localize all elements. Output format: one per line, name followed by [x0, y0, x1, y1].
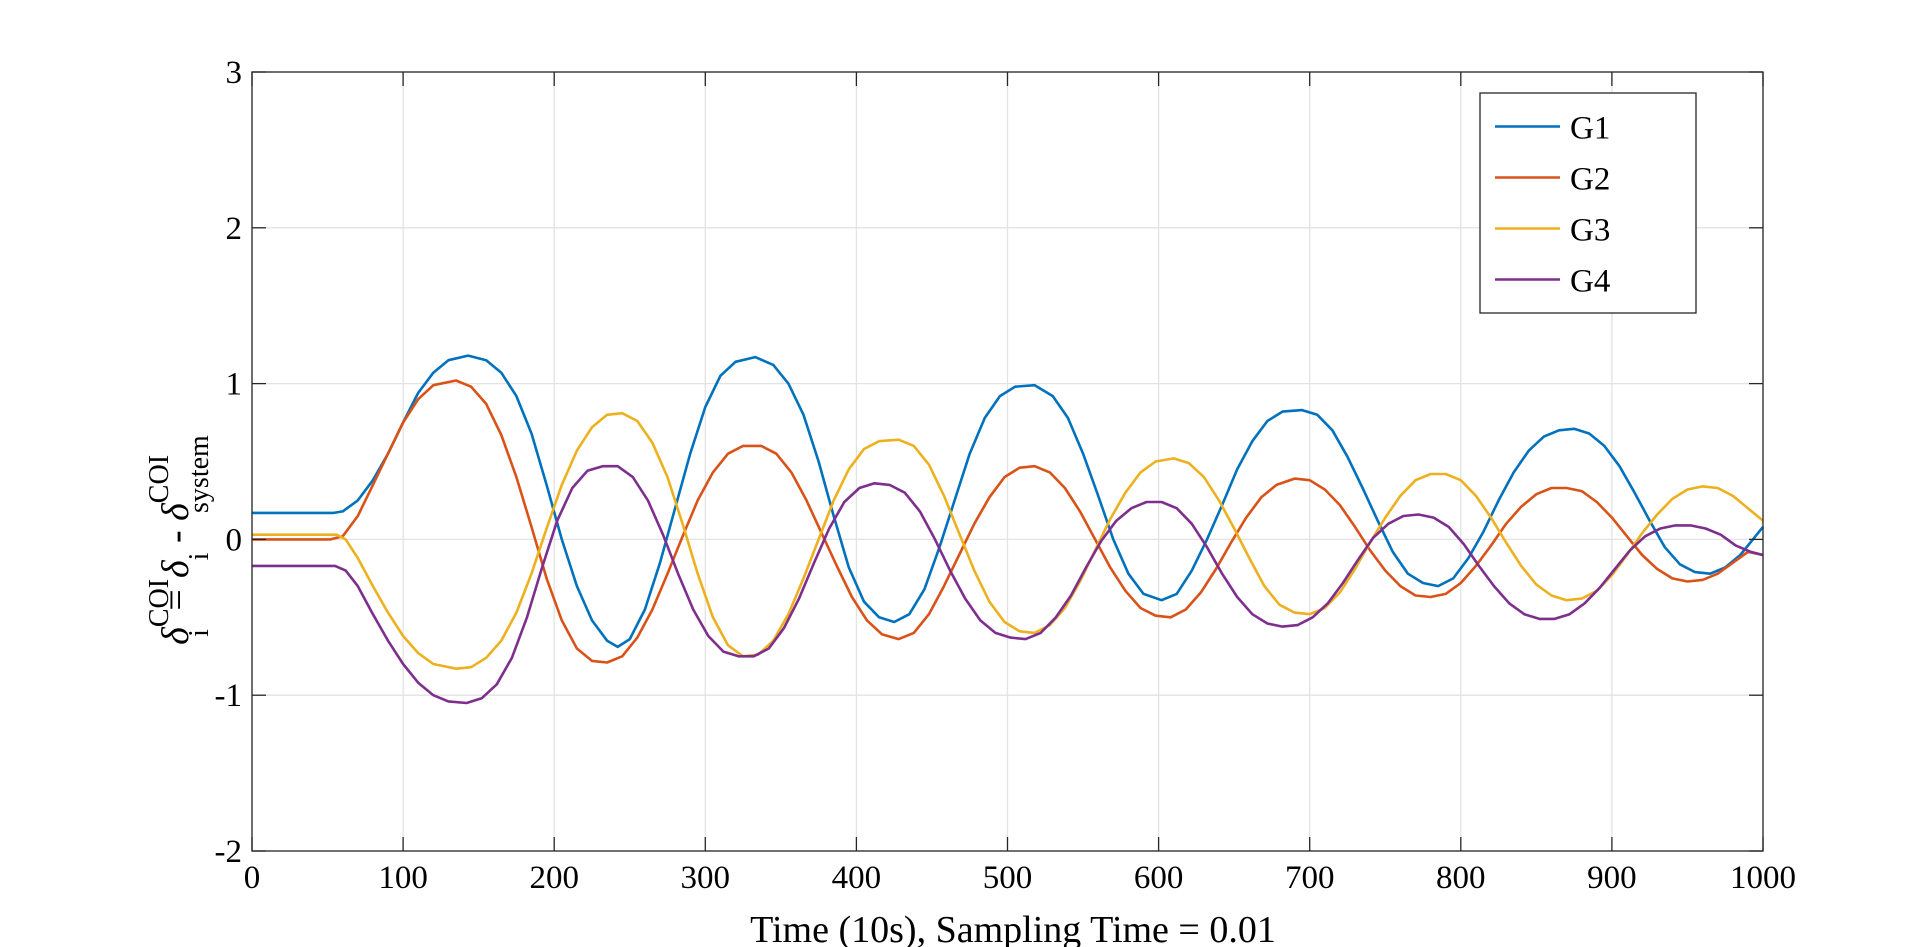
y-tick-label: -2	[215, 834, 243, 870]
x-tick-label: 1000	[1730, 860, 1796, 896]
legend-label-g3: G3	[1570, 213, 1610, 249]
x-tick-label: 600	[1134, 860, 1184, 896]
ylabel-sup-1: COI	[144, 579, 175, 627]
series-line-g2	[252, 379, 1764, 664]
ylabel-eq-delta: = δ	[155, 559, 197, 613]
legend: G1 G2 G3 G4	[1479, 92, 1697, 314]
x-tick-label: 0	[244, 860, 261, 896]
series-line-g4	[252, 464, 1764, 705]
y-axis-label: δCOIi= δi - δCOI system	[144, 435, 215, 645]
legend-label-g1: G1	[1570, 111, 1610, 147]
y-axis-label-text: δCOIi= δi - δCOI system	[144, 435, 215, 645]
y-tick-label: 3	[226, 55, 243, 91]
legend-label-g2: G2	[1570, 162, 1610, 198]
ylabel-sub-3: system	[184, 435, 215, 513]
series-line-g1	[252, 354, 1765, 649]
x-tick-label: 700	[1285, 860, 1335, 896]
ylabel-sup-2: COI	[144, 455, 175, 503]
x-tick-label: 500	[983, 860, 1033, 896]
x-tick-label: 900	[1587, 860, 1637, 896]
x-tick-label: 100	[378, 860, 428, 896]
ylabel-sub-1: i	[184, 629, 215, 637]
y-tick-label: 0	[226, 522, 243, 558]
x-tick-label: 300	[681, 860, 731, 896]
x-tick-label: 800	[1436, 860, 1486, 896]
ylabel-delta-1: δ	[155, 626, 197, 645]
y-tick-label: 1	[226, 367, 243, 403]
x-tick-label: 400	[832, 860, 882, 896]
axes	[251, 71, 1764, 852]
legend-box	[1479, 92, 1697, 314]
x-tick-label: 200	[529, 860, 579, 896]
ylabel-minus-delta: - δ	[155, 502, 197, 553]
axes-box	[251, 71, 1764, 852]
legend-label-g4: G4	[1570, 264, 1610, 300]
ylabel-sub-2: i	[184, 552, 215, 560]
x-axis-label: Time (10s), Sampling Time = 0.01	[750, 909, 1276, 947]
y-tick-label: 2	[226, 211, 243, 247]
tick-labels: 0 100 200 300 400 500 600 700 800 900 1000 -2 -1 0 1 2 3	[215, 55, 1797, 896]
plot-area	[252, 354, 1765, 705]
series-line-g3	[252, 411, 1764, 670]
y-tick-label: -1	[215, 678, 243, 714]
